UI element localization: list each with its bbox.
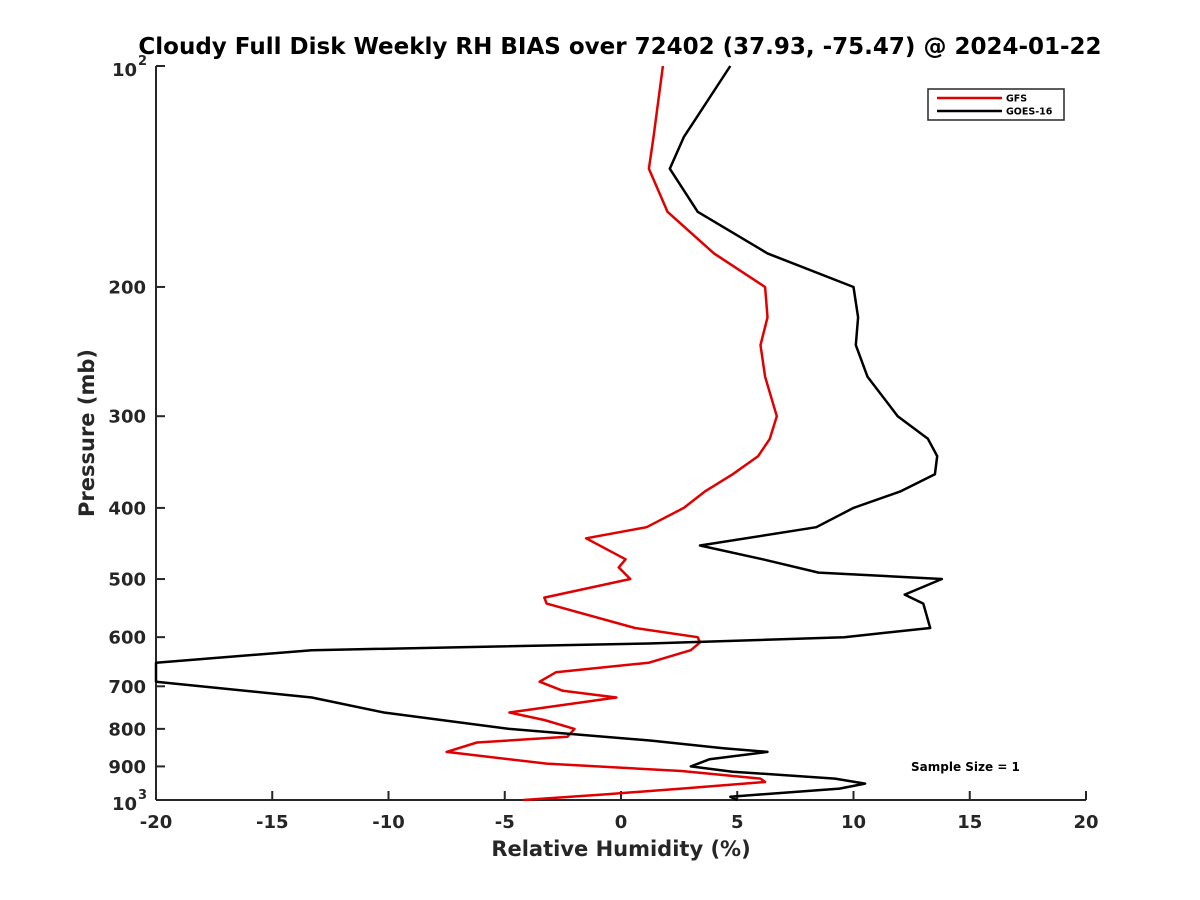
x-tick-label: 10 [841, 812, 866, 833]
x-tick-label: -20 [140, 812, 173, 833]
y-tick-label-exponent: 2 [138, 54, 147, 69]
x-axis-label: Relative Humidity (%) [491, 837, 750, 861]
y-tick-label: 500 [108, 570, 146, 591]
x-tick-label: -15 [256, 812, 289, 833]
y-tick-label-base: 10 [112, 60, 137, 81]
y-tick-label-base: 10 [112, 794, 137, 815]
y-tick-label: 300 [108, 407, 146, 428]
x-tick-label: 20 [1073, 812, 1098, 833]
legend-label-gfs: GFS [1006, 94, 1027, 105]
x-tick-label: -10 [372, 812, 405, 833]
y-tick-label: 200 [108, 277, 146, 298]
y-tick-label: 800 [108, 719, 146, 740]
chart-title: Cloudy Full Disk Weekly RH BIAS over 724… [138, 34, 1101, 60]
legend: GFS GOES-16 [927, 88, 1065, 121]
y-tick-label: 600 [108, 628, 146, 649]
series-lines [154, 65, 944, 802]
y-tick-label-exponent: 3 [138, 788, 147, 803]
y-tick-label: 10 3 [112, 788, 147, 815]
x-tick-label: 5 [731, 812, 744, 833]
y-tick-label: 10 2 [112, 54, 147, 81]
y-tick-label: 400 [108, 498, 146, 519]
legend-box [927, 88, 1065, 121]
y-axis-label: Pressure (mb) [75, 349, 99, 517]
y-tick-label: 900 [108, 757, 146, 778]
y-tick-label: 700 [108, 677, 146, 698]
sample-size-annotation: Sample Size = 1 [911, 760, 1020, 774]
legend-label-goes16: GOES-16 [1006, 107, 1053, 118]
x-tick-label: -5 [495, 812, 515, 833]
series-line-gfs [445, 65, 779, 802]
x-axis-ticks: -20 -15 -10 -5 0 5 10 15 20 [140, 791, 1099, 833]
plot-area: -20 -15 -10 -5 0 5 10 15 20 10 220030040050060070… [108, 54, 1098, 833]
series-line-goes16 [154, 65, 944, 802]
x-tick-label: 0 [615, 812, 628, 833]
x-tick-label: 15 [957, 812, 982, 833]
